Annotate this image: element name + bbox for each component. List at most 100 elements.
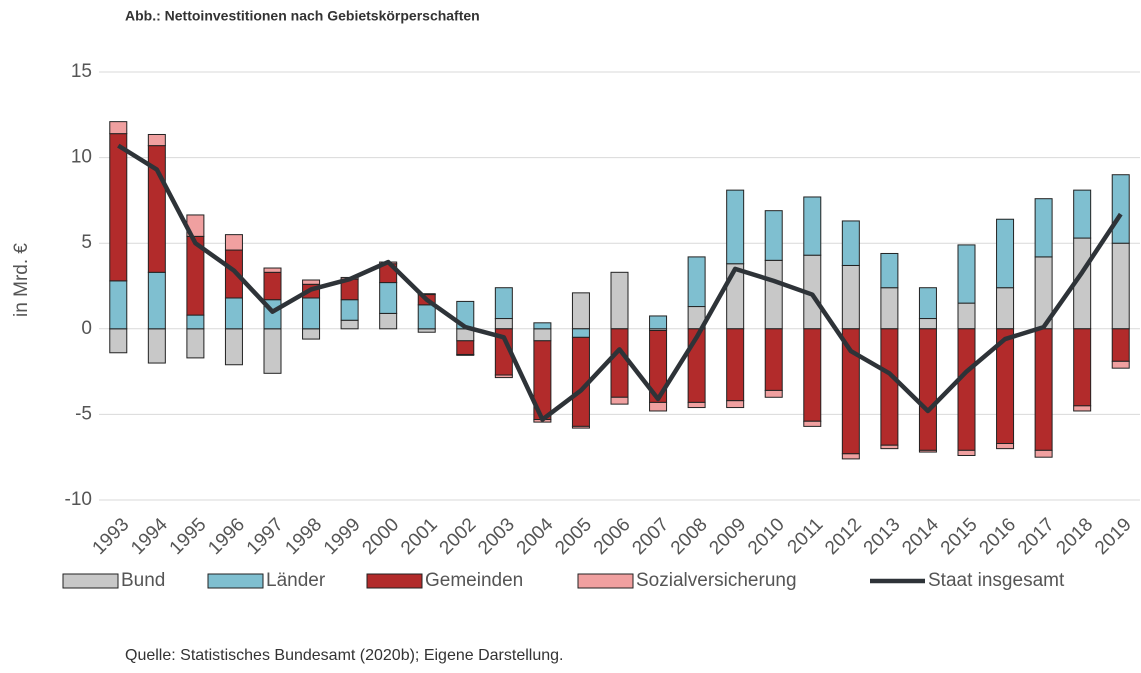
bar-segment <box>340 299 359 321</box>
bar-segment <box>533 328 552 342</box>
bar-segment <box>996 443 1015 450</box>
bar-segment <box>263 271 282 301</box>
legend-swatch <box>366 573 423 589</box>
x-tick-label: 1997 <box>243 514 288 559</box>
y-tick-label: -5 <box>75 403 92 424</box>
x-tick-label: 2004 <box>513 514 558 559</box>
bar-segment <box>880 328 899 446</box>
x-tick-label: 2001 <box>397 514 442 559</box>
x-tick-label: 2017 <box>1014 514 1059 559</box>
bar-segment <box>764 389 783 398</box>
x-tick-label: 1998 <box>281 514 326 559</box>
x-tick-label: 2013 <box>860 514 905 559</box>
bar-segment <box>764 210 783 261</box>
bar-segment <box>841 264 860 330</box>
bar-segment <box>186 314 205 330</box>
bar-segment <box>726 400 745 409</box>
bar-segment <box>263 328 282 374</box>
bar-segment <box>494 318 513 330</box>
bar-segment <box>147 328 166 364</box>
bar-segment <box>803 196 822 256</box>
bar-segment <box>417 328 436 333</box>
bar-segment <box>841 220 860 266</box>
bar-segment <box>1111 328 1130 362</box>
bar-segment <box>224 297 243 330</box>
bar-segment <box>880 287 899 330</box>
bar-segment <box>571 425 590 429</box>
bar-segment <box>1034 198 1053 258</box>
bar-segment <box>340 319 359 330</box>
y-axis-label: in Mrd. € <box>11 243 32 317</box>
bar-segment <box>456 353 475 356</box>
legend-swatch <box>62 573 119 589</box>
bar-segment <box>494 374 513 379</box>
y-tick-label: 15 <box>71 61 92 82</box>
bar-segment <box>302 297 321 330</box>
x-tick-label: 2015 <box>937 514 982 559</box>
y-tick-label: 10 <box>71 147 92 168</box>
bar-segment <box>1073 405 1092 412</box>
bar-segment <box>1111 174 1130 244</box>
x-tick-label: 2009 <box>706 514 751 559</box>
bar-segment <box>302 279 321 285</box>
bar-segment <box>302 328 321 340</box>
bar-segment <box>109 121 128 135</box>
bar-segment <box>610 271 629 330</box>
x-tick-label: 2005 <box>551 514 596 559</box>
bar-segment <box>571 292 590 330</box>
bar-segment <box>687 401 706 409</box>
x-tick-label: 2010 <box>744 514 789 559</box>
bar-segment <box>687 256 706 308</box>
legend-label: Staat insgesamt <box>928 570 1065 591</box>
bar-segment <box>109 280 128 330</box>
bar-segment <box>494 287 513 320</box>
x-tick-label: 1994 <box>127 514 172 559</box>
x-tick-label: 1995 <box>166 514 211 559</box>
x-tick-label: 2012 <box>821 514 866 559</box>
y-tick-label: 0 <box>81 318 92 339</box>
bar-segment <box>263 267 282 273</box>
bar-segment <box>918 449 937 453</box>
bar-segment <box>610 328 629 398</box>
bar-segment <box>764 259 783 330</box>
x-tick-label: 1993 <box>89 514 134 559</box>
bar-segment <box>918 328 937 451</box>
bar-segment <box>1034 328 1053 451</box>
bar-segment <box>726 328 745 402</box>
bar-segment <box>224 328 243 366</box>
bar-segment <box>1073 328 1092 407</box>
bar-segment <box>649 315 668 330</box>
bar-segment <box>147 271 166 330</box>
x-tick-label: 2007 <box>628 514 673 559</box>
x-tick-label: 2018 <box>1053 514 1098 559</box>
bar-segment <box>109 133 128 282</box>
bar-segment <box>1034 449 1053 458</box>
bar-segment <box>610 396 629 405</box>
bar-segment <box>957 302 976 330</box>
bar-segment <box>571 328 590 338</box>
chart-title: Abb.: Nettoinvestitionen nach Gebietskör… <box>125 8 480 24</box>
bar-segment <box>109 328 128 354</box>
bar-segment <box>880 252 899 289</box>
x-tick-label: 2003 <box>474 514 519 559</box>
x-tick-label: 1999 <box>320 514 365 559</box>
legend-swatch <box>577 573 634 589</box>
bar-segment <box>996 218 1015 289</box>
source-note: Quelle: Statistisches Bundesamt (2020b);… <box>125 647 563 664</box>
bar-segment <box>147 133 166 147</box>
x-tick-label: 2006 <box>590 514 635 559</box>
bar-segment <box>726 263 745 330</box>
bar-segment <box>957 449 976 456</box>
bar-segment <box>649 401 668 412</box>
y-tick-label: -10 <box>65 489 92 510</box>
x-tick-label: 1996 <box>204 514 249 559</box>
bar-segment <box>957 244 976 304</box>
bar-segment <box>533 322 552 330</box>
bar-segment <box>918 318 937 330</box>
bar-segment <box>764 328 783 391</box>
legend-label: Sozialversicherung <box>636 570 797 591</box>
bar-segment <box>1111 242 1130 330</box>
bar-segment <box>918 287 937 320</box>
bar-segment <box>1111 360 1130 369</box>
